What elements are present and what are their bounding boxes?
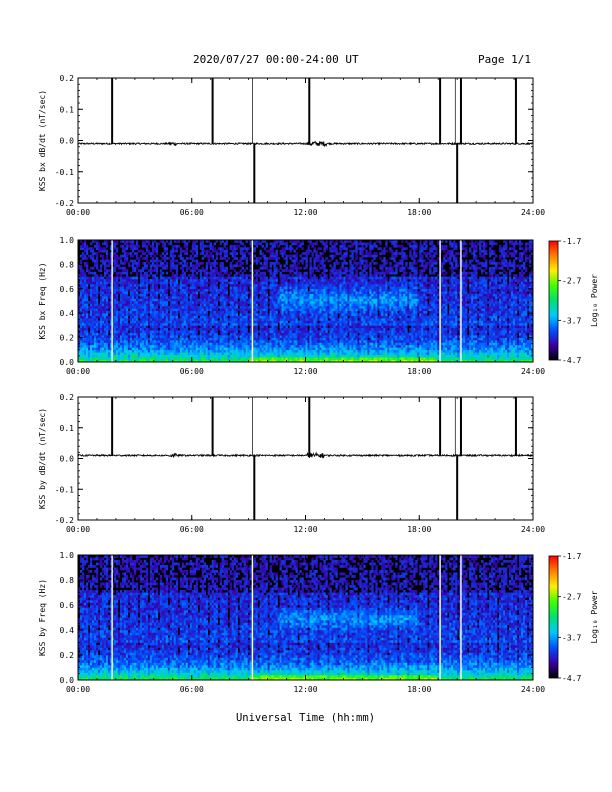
y-axis-label: KSS bx dB/dt (nT/sec) [38, 90, 47, 191]
plot-background [78, 397, 533, 520]
y-axis-label: KSS bx Freq (Hz) [38, 262, 47, 339]
x-axis-label: Universal Time (hh:mm) [236, 712, 375, 724]
dbdt-trace [77, 140, 534, 148]
x-tick-label: 06:00 [180, 685, 204, 694]
spectrogram-cells [78, 240, 534, 363]
colorbar-label: Log₁₀ Power [590, 274, 599, 327]
y-tick-label: 0.1 [60, 424, 75, 433]
x-tick-label: 12:00 [293, 685, 317, 694]
y-tick-label: 1.0 [60, 236, 75, 245]
y-tick-label: 0.0 [60, 137, 75, 146]
x-tick-label: 00:00 [66, 525, 90, 534]
y-tick-label: -0.1 [55, 485, 74, 494]
y-tick-label: 0.6 [60, 285, 75, 294]
colorbar [548, 240, 559, 361]
x-tick-label: 24:00 [521, 208, 545, 217]
x-tick-label: 18:00 [407, 208, 431, 217]
report-title: 2020/07/27 00:00-24:00 UT [193, 53, 359, 66]
y-tick-label: 0.8 [60, 260, 75, 269]
y-tick-label: -0.1 [55, 168, 74, 177]
y-tick-label: 0.0 [60, 676, 75, 685]
x-tick-label: 12:00 [293, 208, 317, 217]
x-tick-label: 00:00 [66, 208, 90, 217]
colorbar-tick-label: -1.7 [562, 552, 581, 561]
y-axis-label: KSS by Freq (Hz) [38, 579, 47, 656]
y-tick-label: -0.2 [55, 516, 74, 525]
colorbar-tick-label: -4.7 [562, 674, 581, 683]
colorbar-tick-label: -2.7 [562, 277, 581, 286]
y-tick-label: 0.4 [60, 626, 75, 635]
y-tick-label: 0.8 [60, 576, 75, 585]
y-tick-label: 0.6 [60, 601, 75, 610]
y-tick-label: 1.0 [60, 551, 75, 560]
x-tick-label: 24:00 [521, 367, 545, 376]
colorbar-tick-label: -1.7 [562, 237, 581, 246]
y-tick-label: 0.0 [60, 455, 75, 464]
plot-background [78, 78, 533, 203]
x-tick-label: 24:00 [521, 685, 545, 694]
x-tick-label: 00:00 [66, 685, 90, 694]
y-axis-label: KSS by dB/dt (nT/sec) [38, 408, 47, 509]
y-tick-label: 0.2 [60, 74, 75, 83]
y-tick-label: 0.0 [60, 358, 75, 367]
x-tick-label: 06:00 [180, 208, 204, 217]
x-tick-label: 06:00 [180, 525, 204, 534]
y-tick-label: 0.2 [60, 393, 75, 402]
colorbar-tick-label: -3.7 [562, 316, 581, 325]
x-tick-label: 24:00 [521, 525, 545, 534]
y-tick-label: -0.2 [55, 199, 74, 208]
colorbar [548, 555, 559, 679]
page-indicator: Page 1/1 [478, 53, 531, 66]
y-tick-label: 0.1 [60, 105, 75, 114]
x-tick-label: 18:00 [407, 685, 431, 694]
dbdt-trace [77, 451, 534, 459]
x-tick-label: 12:00 [293, 367, 317, 376]
x-tick-label: 18:00 [407, 367, 431, 376]
colorbar-tick-label: -2.7 [562, 593, 581, 602]
colorbar-tick-label: -4.7 [562, 356, 581, 365]
x-tick-label: 00:00 [66, 367, 90, 376]
x-tick-label: 12:00 [293, 525, 317, 534]
colorbar-label: Log₁₀ Power [590, 590, 599, 643]
x-tick-label: 18:00 [407, 525, 431, 534]
y-tick-label: 0.4 [60, 309, 75, 318]
x-tick-label: 06:00 [180, 367, 204, 376]
y-tick-label: 0.2 [60, 334, 75, 343]
colorbar-tick-label: -3.7 [562, 633, 581, 642]
spectrogram-cells [78, 555, 534, 681]
y-tick-label: 0.2 [60, 651, 75, 660]
